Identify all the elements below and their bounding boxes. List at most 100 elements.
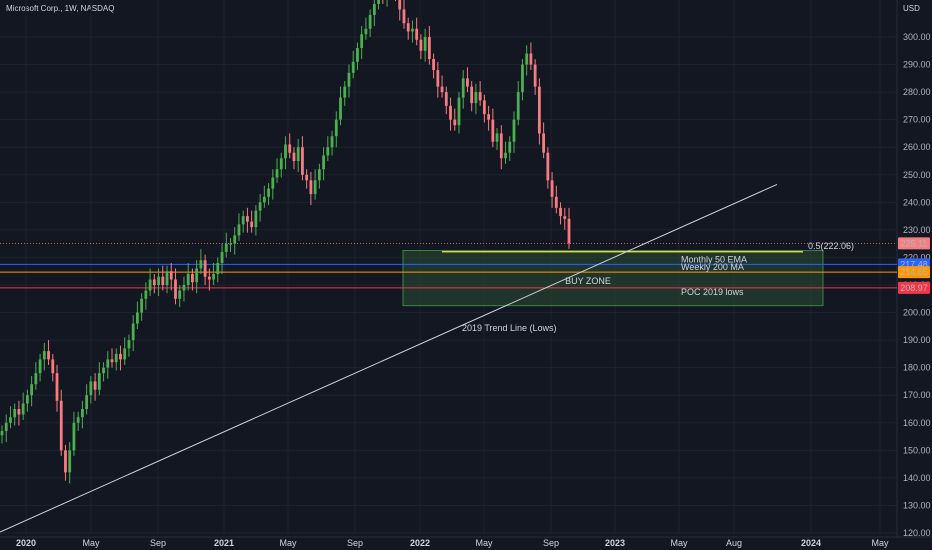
price-tick-label: 160.00 xyxy=(903,418,931,428)
candle-body xyxy=(34,373,38,385)
time-tick-label: 2023 xyxy=(605,538,625,548)
candle-body xyxy=(0,431,4,436)
candle-body xyxy=(47,351,50,360)
candle-body xyxy=(296,147,300,161)
time-tick-label: Sep xyxy=(347,538,363,548)
candle-body xyxy=(97,373,101,390)
price-tick-label: 290.00 xyxy=(903,60,931,70)
fib-label: 0.5(222.06) xyxy=(808,241,854,251)
candle-body xyxy=(30,384,34,396)
candle-body xyxy=(347,72,351,87)
candle-body xyxy=(152,279,156,285)
level-price-badge xyxy=(898,281,930,294)
candle-body xyxy=(169,271,173,280)
candle-body xyxy=(406,23,410,32)
candle-body xyxy=(432,59,435,71)
buy-zone-layer: BUY ZONE xyxy=(402,250,824,307)
candle-body xyxy=(258,202,262,211)
candle-body xyxy=(364,28,368,35)
candle-body xyxy=(174,279,177,299)
price-tick-label: 300.00 xyxy=(903,32,931,42)
price-tick-label: 150.00 xyxy=(903,445,931,455)
candle-body xyxy=(114,353,118,363)
candle-body xyxy=(334,119,338,137)
time-tick-label: 2022 xyxy=(410,538,430,548)
candle-body xyxy=(76,417,80,423)
candle-body xyxy=(495,133,499,142)
candle-body xyxy=(444,92,448,106)
level-label: Weekly 200 MA xyxy=(681,262,744,272)
price-tick-label: 270.00 xyxy=(903,115,931,125)
candle-body xyxy=(203,260,207,277)
candle-body xyxy=(440,86,444,93)
candle-body xyxy=(17,409,21,415)
time-tick-label: May xyxy=(279,538,297,548)
candle-body xyxy=(533,64,537,87)
candle-body xyxy=(191,273,194,283)
candle-body xyxy=(186,273,190,285)
level-price-text: 208.97 xyxy=(900,283,928,293)
time-tick-label: Sep xyxy=(543,538,559,548)
candle-body xyxy=(326,147,330,156)
candle-body xyxy=(59,400,63,451)
candle-body xyxy=(330,136,334,148)
candle-body xyxy=(427,37,431,60)
currency-label: USD xyxy=(903,4,920,13)
candle-body xyxy=(368,14,372,29)
candle-body xyxy=(292,152,296,161)
price-tick-label: 170.00 xyxy=(903,390,931,400)
price-tick-label: 140.00 xyxy=(903,473,931,483)
candle-body xyxy=(474,92,478,104)
price-tick-label: 250.00 xyxy=(903,170,931,180)
candle-body xyxy=(470,86,474,104)
candle-body xyxy=(110,359,114,363)
candle-body xyxy=(119,353,122,360)
candle-body xyxy=(161,276,165,285)
candle-body xyxy=(351,61,355,73)
candle-body xyxy=(423,37,427,51)
candle-body xyxy=(499,133,503,159)
candle-body xyxy=(123,348,127,360)
candle-body xyxy=(279,158,283,170)
level-price-text: 217.48 xyxy=(900,259,928,269)
candle-body xyxy=(72,422,76,451)
candle-body xyxy=(567,218,571,244)
candle-body xyxy=(309,180,313,195)
candle-body xyxy=(131,323,135,341)
candle-body xyxy=(521,64,524,93)
level-price-text: 214.65 xyxy=(900,267,928,277)
candle-body xyxy=(51,359,55,374)
trend-line-label: 2019 Trend Line (Lows) xyxy=(462,323,557,333)
price-tick-label: 120.00 xyxy=(903,528,931,538)
time-tick-label: 2021 xyxy=(214,538,234,548)
trend-line xyxy=(0,183,778,533)
candle-body xyxy=(322,155,325,170)
candle-body xyxy=(237,224,241,236)
candle-body xyxy=(284,144,287,159)
candle-body xyxy=(415,28,419,40)
candle-body xyxy=(466,78,469,87)
price-axis[interactable]: 120.00 130.00 140.00 150.00 160.00 170.00 180.… xyxy=(898,32,931,538)
candle-body xyxy=(372,3,376,15)
candle-body xyxy=(288,144,292,153)
candle-body xyxy=(516,92,520,120)
buy-zone-label: BUY ZONE xyxy=(565,276,611,286)
candle-body xyxy=(13,409,17,418)
price-tick-label: 180.00 xyxy=(903,363,931,373)
candle-body xyxy=(487,114,491,120)
time-tick-label: May xyxy=(82,538,100,548)
candle-body xyxy=(93,381,97,390)
candle-body xyxy=(343,86,347,98)
candle-body xyxy=(271,177,275,189)
candle-body xyxy=(246,216,249,222)
candle-body xyxy=(436,70,440,87)
time-axis[interactable]: 2020 May Sep 2021 May Sep 2022 May Sep 2023 May Aug… xyxy=(16,538,889,548)
candle-body xyxy=(512,119,516,142)
candle-body xyxy=(301,147,304,175)
level-price-badge xyxy=(898,266,930,279)
time-tick-label: 2020 xyxy=(16,538,36,548)
candle-body xyxy=(64,450,67,473)
price-tick-label: 240.00 xyxy=(903,197,931,207)
price-tick-label: 280.00 xyxy=(903,87,931,97)
